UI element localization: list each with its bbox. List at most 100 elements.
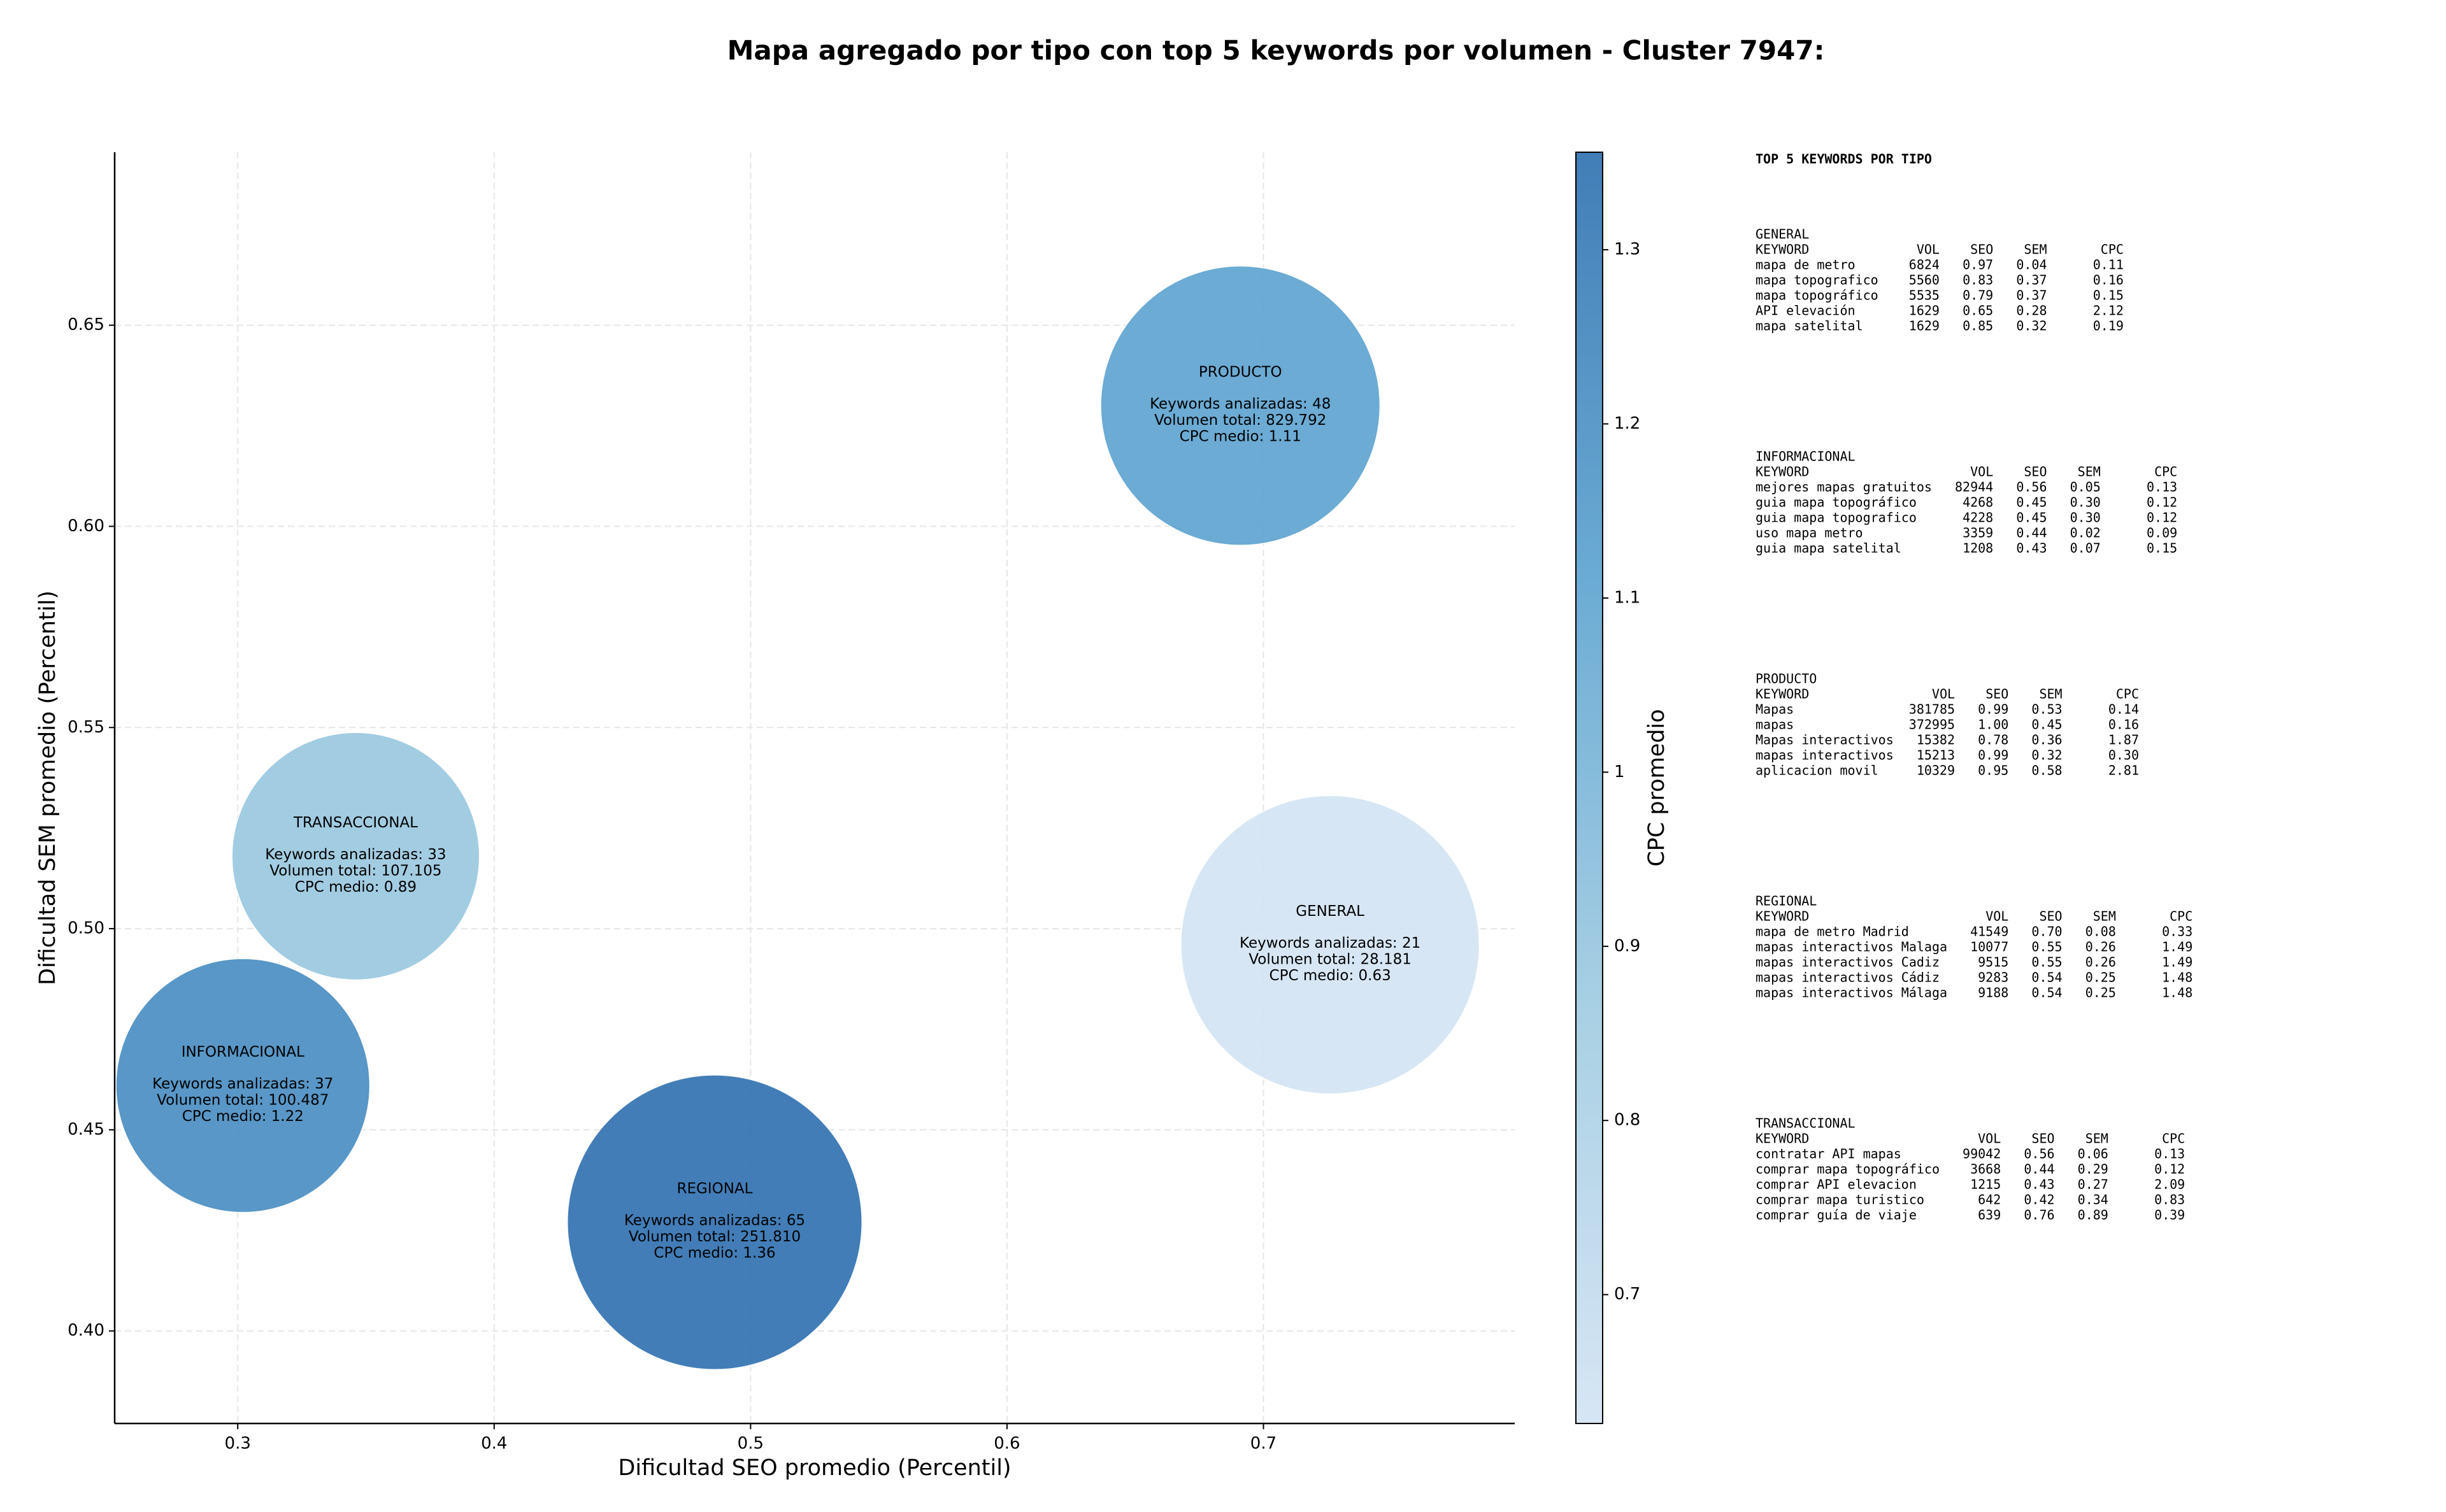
table-cell: uso mapa metro	[1756, 525, 1863, 541]
table-cell: 2.12	[2093, 303, 2124, 318]
table-cell: 1.48	[2162, 985, 2192, 1001]
table-cell: 0.16	[2108, 717, 2139, 732]
table-cell: 0.58	[2031, 763, 2062, 778]
table-cell: 0.05	[2070, 480, 2101, 495]
table-cell: 0.02	[2070, 525, 2101, 541]
colorbar-tick-label: 1.1	[1614, 588, 1640, 607]
table-cell: 0.29	[2078, 1162, 2108, 1177]
colorbar-tick-label: 0.8	[1614, 1111, 1640, 1130]
bubble	[231, 732, 480, 980]
table-header: SEM	[2024, 242, 2047, 257]
bubble-label: Keywords analizadas: 65	[624, 1213, 805, 1229]
y-tick-label: 0.65	[68, 315, 104, 334]
table-cell: 0.09	[2147, 525, 2177, 541]
table-cell: 0.12	[2147, 495, 2177, 510]
table-cell: 0.12	[2147, 510, 2177, 525]
table-cell: 9188	[1978, 985, 2008, 1001]
table-cell: 5560	[1909, 273, 1940, 288]
table-header: KEYWORD	[1756, 1131, 1809, 1146]
table-cell: 0.54	[2031, 985, 2062, 1001]
table-cell: 0.99	[1978, 702, 2008, 717]
table-cell: 0.85	[1963, 318, 1993, 334]
bubble-label: CPC medio: 1.22	[182, 1108, 304, 1125]
colorbar-tick-label: 0.7	[1614, 1285, 1640, 1304]
table-cell: 0.78	[1978, 732, 2008, 748]
colorbar-tick-label: 0.9	[1614, 936, 1640, 955]
table-cell: 0.04	[2016, 257, 2047, 273]
table-cell: contratar API mapas	[1756, 1146, 1901, 1162]
table-cell: 0.07	[2070, 541, 2101, 556]
y-axis-label: Dificultad SEM promedio (Percentil)	[35, 590, 61, 985]
table-cell: mapa topografico	[1756, 273, 1878, 288]
table-cell: 0.13	[2154, 1146, 2185, 1162]
colorbar-label: CPC promedio	[1644, 709, 1670, 866]
bubble-label: CPC medio: 0.89	[295, 879, 417, 895]
table-cell: 0.14	[2108, 702, 2139, 717]
table-header: KEYWORD	[1756, 242, 1809, 257]
bubble	[567, 1074, 862, 1370]
x-tick-label: 0.6	[994, 1434, 1020, 1453]
bubble-label: Keywords analizadas: 48	[1150, 396, 1331, 412]
table-header: KEYWORD	[1756, 909, 1809, 924]
table-header: SEO	[2031, 1131, 2054, 1146]
table-header: SEM	[2093, 909, 2116, 924]
table-cell: 372995	[1909, 717, 1955, 732]
x-tick-label: 0.3	[225, 1434, 251, 1453]
table-cell: 0.11	[2093, 257, 2124, 273]
table-cell: 381785	[1909, 702, 1955, 717]
table-header: CPC	[2101, 242, 2124, 257]
colorbar-tick-label: 1	[1614, 762, 1625, 781]
table-cell: 0.55	[2031, 955, 2062, 970]
table-cell: 0.44	[2024, 1162, 2054, 1177]
table-cell: 0.26	[2085, 939, 2116, 955]
table-cell: 15213	[1917, 748, 1955, 763]
table-cell: 1629	[1909, 318, 1940, 334]
table-cell: mejores mapas gratuitos	[1756, 480, 1932, 495]
table-cell: 0.33	[2162, 924, 2192, 939]
table-cell: 0.30	[2108, 748, 2139, 763]
colorbar-tick-label: 1.3	[1614, 240, 1640, 259]
table-cell: 0.06	[2078, 1146, 2108, 1162]
table-cell: mapas interactivos	[1756, 748, 1894, 763]
bubble	[1180, 795, 1480, 1094]
table-cell: 2.09	[2154, 1177, 2185, 1192]
table-cell: 1215	[1970, 1177, 2001, 1192]
table-cell: 0.26	[2085, 955, 2116, 970]
table-cell: 0.34	[2078, 1192, 2108, 1208]
table-cell: mapas	[1756, 717, 1794, 732]
table-cell: 1.48	[2162, 970, 2192, 985]
table-cell: mapa topográfico	[1756, 288, 1878, 303]
table-cell: guia mapa topografico	[1756, 510, 1917, 525]
table-cell: 0.37	[2016, 273, 2047, 288]
table-header: VOL	[1970, 464, 1993, 480]
table-cell: 4268	[1963, 495, 1993, 510]
table-cell: guia mapa topográfico	[1756, 495, 1917, 510]
bubble-name: PRODUCTO	[1199, 364, 1282, 380]
table-cell: 10077	[1970, 939, 2008, 955]
table-cell: 0.30	[2070, 495, 2101, 510]
table-cell: 0.53	[2031, 702, 2062, 717]
table-cell: 1.49	[2162, 955, 2192, 970]
table-cell: 0.45	[2031, 717, 2062, 732]
table-cell: comprar API elevacion	[1756, 1177, 1917, 1192]
table-cell: aplicacion movil	[1756, 763, 1878, 778]
x-tick-label: 0.5	[738, 1434, 764, 1453]
bubble-label: CPC medio: 1.11	[1180, 428, 1301, 445]
table-cell: 0.56	[2016, 480, 2047, 495]
bubble-label: CPC medio: 0.63	[1269, 967, 1391, 984]
table-cell: 0.19	[2093, 318, 2124, 334]
bubble-label: Keywords analizadas: 21	[1240, 935, 1420, 952]
table-header: CPC	[2162, 1131, 2185, 1146]
table-cell: 0.83	[2154, 1192, 2185, 1208]
table-cell: 99042	[1963, 1146, 2001, 1162]
colorbar-tick-label: 1.2	[1614, 414, 1640, 433]
table-cell: 0.36	[2031, 732, 2062, 748]
y-tick-label: 0.60	[68, 517, 104, 536]
table-cell: 639	[1978, 1208, 2001, 1223]
table-cell: 0.32	[2031, 748, 2062, 763]
chart-title: Mapa agregado por tipo con top 5 keyword…	[727, 35, 1825, 66]
group-name: PRODUCTO	[1756, 671, 1817, 687]
table-header: CPC	[2170, 909, 2192, 924]
table-cell: 642	[1978, 1192, 2001, 1208]
